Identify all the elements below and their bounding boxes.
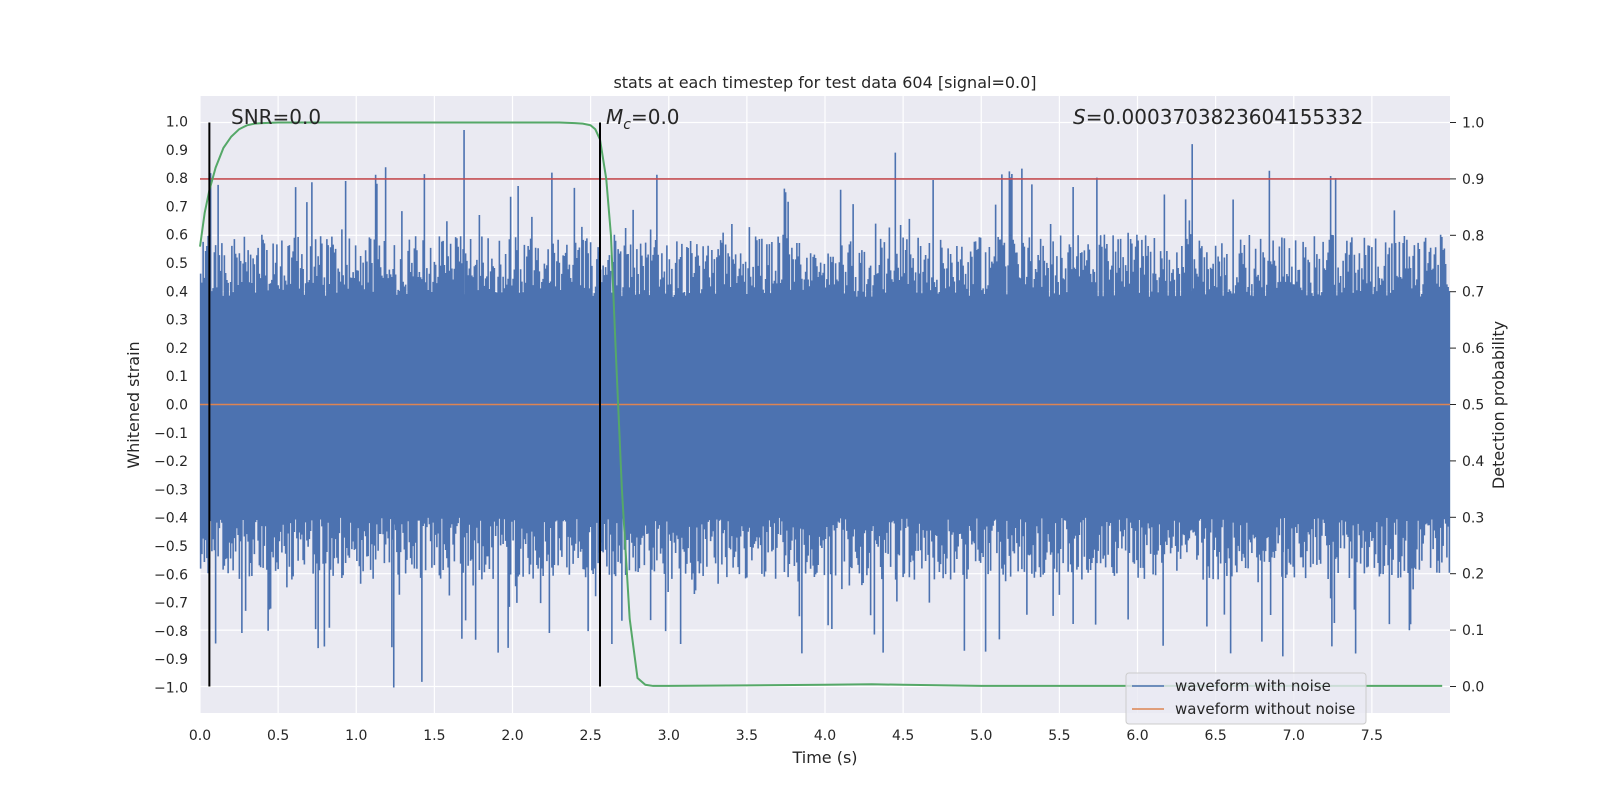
mc-value: =0.0	[631, 105, 680, 129]
noise-band	[200, 296, 1450, 518]
y-tick-label: 0.8	[166, 171, 188, 187]
y2-tick-label: 0.4	[1462, 454, 1484, 470]
legend: waveform with noise waveform without noi…	[1125, 672, 1367, 725]
y2-tick-label: 0.3	[1462, 510, 1484, 526]
legend-box	[1125, 672, 1367, 725]
x-tick-label: 6.5	[1204, 728, 1226, 744]
x-tick-label: 3.0	[658, 728, 680, 744]
y-tick-label: −0.4	[154, 511, 188, 527]
y-tick-label: 0.1	[166, 369, 188, 385]
y2-tick-label: 0.2	[1462, 567, 1484, 583]
y-tick-label: 0.4	[166, 284, 188, 300]
y2-tick-label: 0.1	[1462, 623, 1484, 639]
y-tick-label: 0.9	[166, 143, 188, 159]
y-tick-label: −0.2	[154, 454, 188, 470]
detection-probability-line	[199, 121, 1443, 687]
y-tick-label: −0.8	[154, 624, 188, 640]
y-tick-label: −0.7	[154, 596, 188, 612]
y-tick-label: 0.6	[166, 228, 188, 244]
y-tick-label: −1.0	[154, 681, 188, 697]
snr-annotation: SNR=0.0	[231, 105, 321, 129]
x-tick-label: 0.5	[267, 728, 289, 744]
mc-symbol: M	[606, 105, 623, 129]
mc-subscript: c	[623, 117, 631, 133]
y-tick-label: −0.6	[154, 567, 188, 583]
x-tick-label: 5.5	[1048, 728, 1070, 744]
s-value: =0.0003703823604155332	[1086, 105, 1364, 129]
y-axis-label: Whitened strain	[124, 341, 143, 468]
y-tick-label: 0.3	[166, 313, 188, 329]
y2-tick-label: 0.6	[1462, 341, 1484, 357]
noise-waveform	[199, 129, 1451, 688]
y-tick-label: 0.5	[166, 256, 188, 272]
x-tick-label: 1.0	[345, 728, 367, 744]
y-tick-label: 1.0	[166, 114, 188, 130]
x-tick-label: 7.0	[1283, 728, 1305, 744]
y-tick-label: −0.5	[154, 539, 188, 555]
x-axis-label: Time (s)	[791, 748, 857, 767]
y2-tick-label: 0.9	[1462, 172, 1484, 188]
y-tick-label: 0.7	[166, 199, 188, 215]
y2-axis-label: Detection probability	[1489, 321, 1508, 489]
x-tick-label: 4.0	[814, 728, 836, 744]
chart-title: stats at each timestep for test data 604…	[613, 73, 1036, 92]
x-tick-label: 5.0	[970, 728, 992, 744]
y2-tick-label: 0.7	[1462, 285, 1484, 301]
x-tick-label: 7.5	[1361, 728, 1383, 744]
x-tick-label: 4.5	[892, 728, 914, 744]
y-tick-label: 0.0	[166, 398, 188, 414]
y2-tick-label: 0.0	[1462, 679, 1484, 695]
overlays	[199, 121, 1450, 687]
y2-tick-label: 0.8	[1462, 228, 1484, 244]
legend-label-noise: waveform with noise	[1175, 677, 1331, 695]
y-tick-label: −0.3	[154, 482, 188, 498]
mc-annotation: Mc=0.0	[606, 105, 680, 133]
x-tick-label: 0.0	[189, 728, 211, 744]
x-tick-label: 3.5	[736, 728, 758, 744]
x-tick-label: 1.5	[423, 728, 445, 744]
s-annotation: S=0.0003703823604155332	[1073, 105, 1363, 129]
y-tick-label: 0.2	[166, 341, 188, 357]
y2-tick-label: 0.5	[1462, 398, 1484, 414]
legend-label-clean: waveform without noise	[1175, 700, 1355, 718]
y-tick-label: −0.9	[154, 652, 188, 668]
y2-tick-label: 1.0	[1462, 116, 1484, 132]
y-tick-label: −0.1	[154, 426, 188, 442]
x-tick-label: 2.5	[579, 728, 601, 744]
x-tick-label: 2.0	[501, 728, 523, 744]
x-tick-label: 6.0	[1126, 728, 1148, 744]
s-symbol: S	[1073, 105, 1086, 129]
